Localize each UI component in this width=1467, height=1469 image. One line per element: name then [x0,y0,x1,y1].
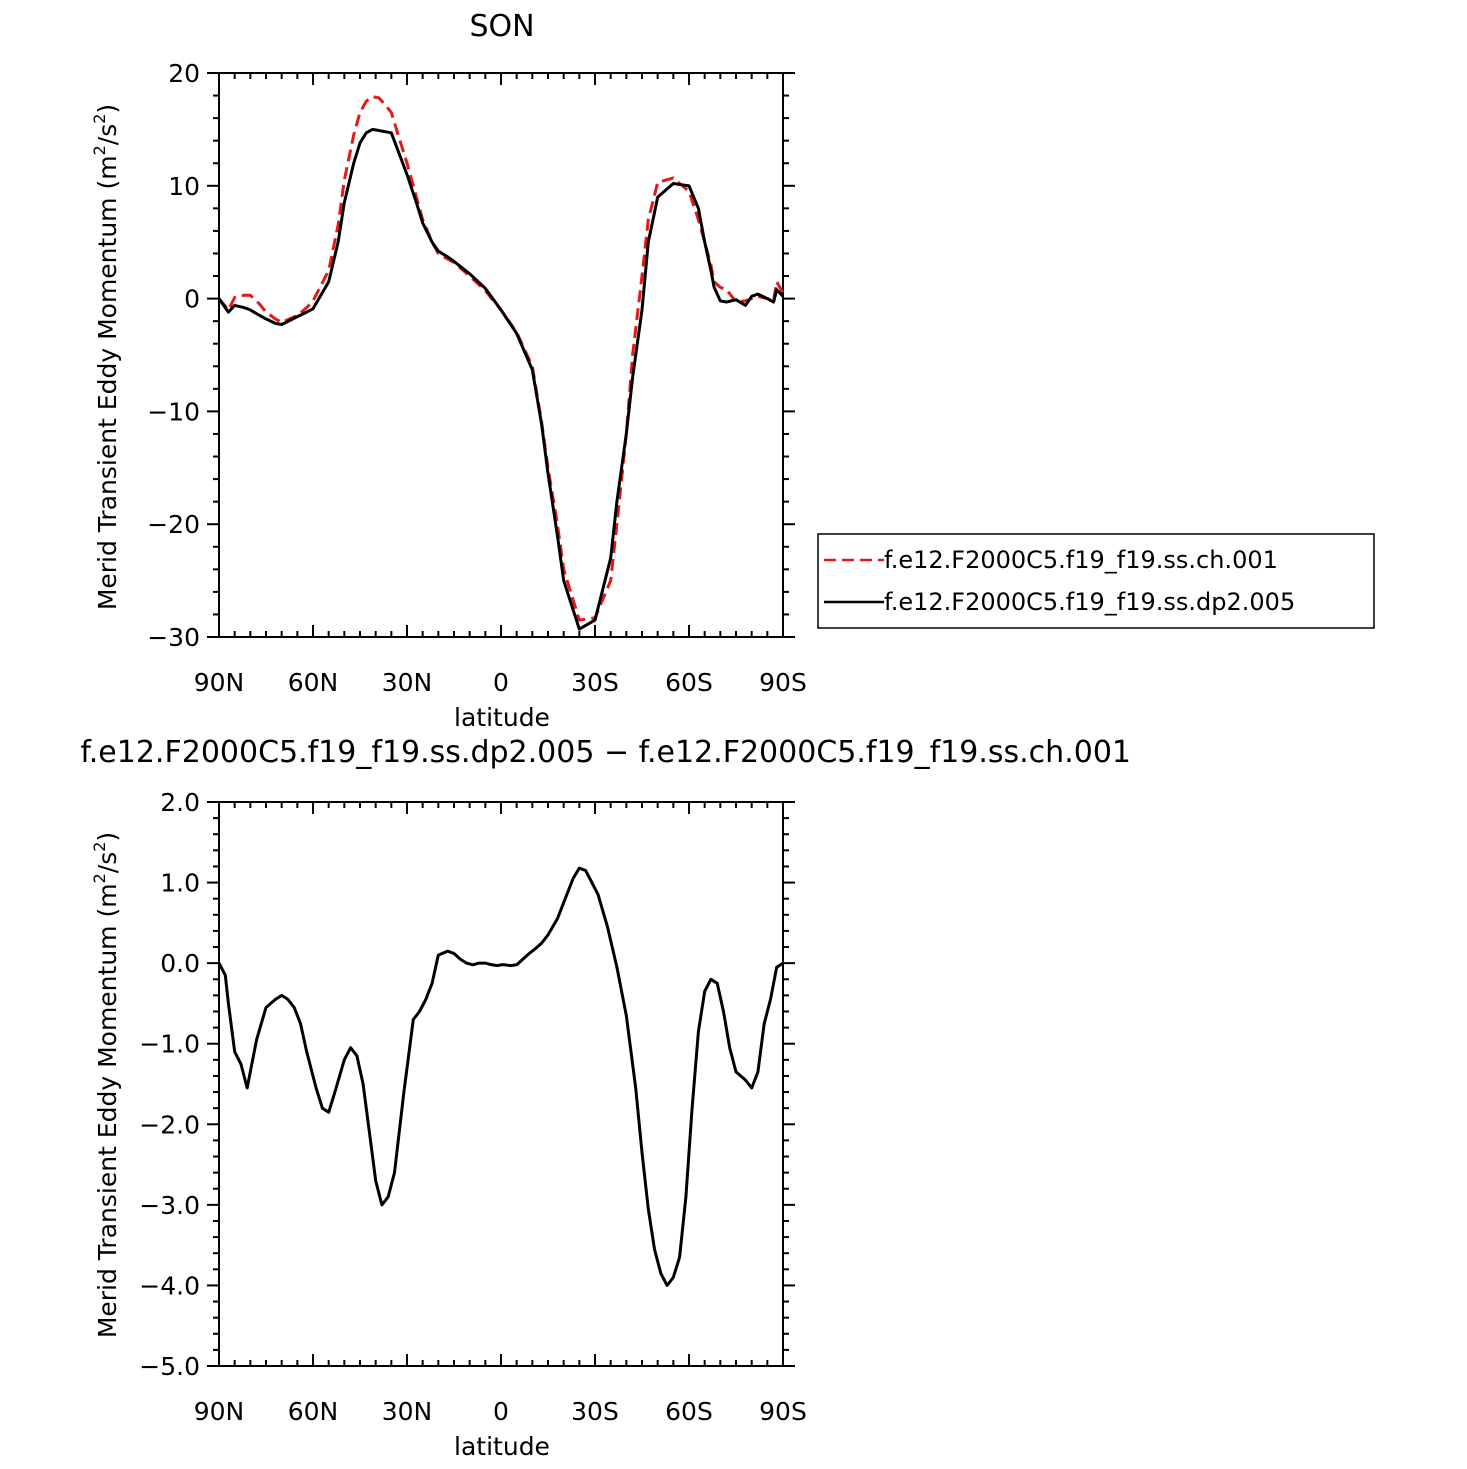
legend-box [817,533,1375,629]
bottom-x-tick-label: 90N [194,1397,245,1426]
bottom-chart-title: f.e12.F2000C5.f19_f19.ss.dp2.005 − f.e12… [80,735,1131,770]
bottom-y-tick-label: −2.0 [139,1110,200,1139]
top-plot-frame [218,72,784,638]
top-y-axis-label-group: Merid Transient Eddy Momentum (m2/s2) [90,104,122,610]
bottom-x-tick-label: 60N [288,1397,339,1426]
top-x-tick-label: 30N [382,668,433,697]
top-y-tick-label: 20 [168,59,200,88]
bottom-plot-area: 90N 60N 30N 0 30S 60S 90S 2.0 1.0 0.0 −1.0 −2.0 −3.0… [139,788,807,1426]
top-x-tick-label: 0 [493,668,509,697]
bottom-plot-frame [218,801,784,1367]
top-y-tick-label: −30 [147,623,200,652]
bottom-y-axis-label-group: Merid Transient Eddy Momentum (m2/s2) [90,832,122,1338]
top-chart-title: SON [469,9,534,44]
bottom-series-line-0 [217,866,784,1287]
top-y-tick-label: 0 [184,285,200,314]
bottom-x-tick-label: 60S [665,1397,713,1426]
top-y-tick-label: −20 [147,510,200,539]
top-x-tick-label: 30S [571,668,619,697]
legend-label-ch001: f.e12.F2000C5.f19_f19.ss.ch.001 [884,546,1278,574]
top-panel: SON Merid Transient Eddy Momentum (m2/s2… [90,9,1375,732]
bottom-x-tick-label: 90S [759,1397,807,1426]
top-x-tick-label: 60S [665,668,713,697]
top-x-axis-label: latitude [454,703,550,732]
top-x-tick-label: 90S [759,668,807,697]
bottom-y-tick-label: 2.0 [160,788,200,817]
bottom-x-tick-label: 30N [382,1397,433,1426]
bottom-panel: f.e12.F2000C5.f19_f19.ss.dp2.005 − f.e12… [80,735,1131,1461]
top-x-tick-label: 90N [194,668,245,697]
bottom-y-tick-label: 0.0 [160,949,200,978]
bottom-y-tick-label: −3.0 [139,1191,200,1220]
top-plot-area: 90N 60N 30N 0 30S 60S 90S 20 10 0 −10 −20 −30 [147,59,807,697]
bottom-y-tick-label: 1.0 [160,869,200,898]
bottom-y-tick-label: −4.0 [139,1271,200,1300]
legend-label-dp2005: f.e12.F2000C5.f19_f19.ss.dp2.005 [884,588,1295,616]
top-series-line-1 [217,127,785,631]
top-y-axis-label: Merid Transient Eddy Momentum (m2/s2) [90,104,122,610]
top-x-tick-label: 60N [288,668,339,697]
bottom-x-tick-label: 0 [493,1397,509,1426]
bottom-y-tick-label: −1.0 [139,1030,200,1059]
legend: f.e12.F2000C5.f19_f19.ss.ch.001 f.e12.F2… [817,533,1375,629]
bottom-y-axis-label: Merid Transient Eddy Momentum (m2/s2) [90,832,122,1338]
bottom-x-tick-label: 30S [571,1397,619,1426]
top-y-tick-label: −10 [147,397,200,426]
top-series-line-0 [217,95,785,622]
bottom-y-tick-label: −5.0 [139,1352,200,1381]
bottom-x-axis-label: latitude [454,1432,550,1461]
top-y-tick-label: 10 [168,172,200,201]
